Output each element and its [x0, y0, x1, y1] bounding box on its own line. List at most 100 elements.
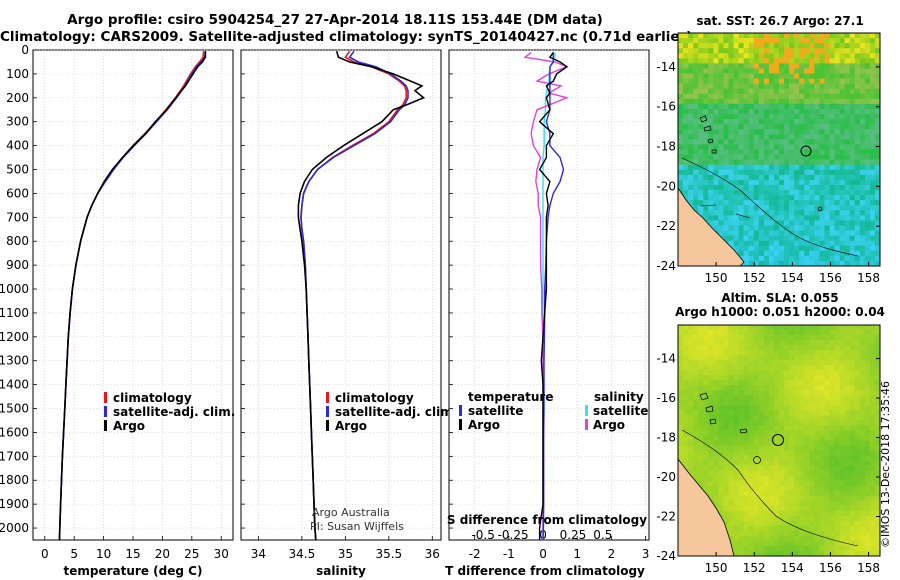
map-cell — [698, 48, 704, 54]
map-cell — [839, 179, 845, 186]
map-cell — [733, 124, 739, 130]
map-cell — [733, 390, 739, 396]
map-cell — [824, 38, 830, 44]
map-cell — [733, 159, 739, 165]
map-cell — [784, 73, 790, 79]
map-cell — [789, 520, 795, 527]
map-cell — [799, 225, 805, 231]
map-cell — [763, 395, 770, 401]
map-cell — [698, 210, 704, 216]
map-cell — [859, 480, 866, 486]
map-cell — [784, 164, 790, 171]
map-cell — [814, 465, 820, 471]
map-cell — [849, 365, 856, 371]
map-cell — [703, 425, 709, 431]
map-cell — [834, 430, 840, 436]
map-cell — [768, 63, 775, 69]
map-cell — [874, 33, 881, 39]
map-cell — [834, 390, 840, 396]
map-cell — [758, 420, 765, 426]
map-cell — [758, 215, 765, 221]
map-cell — [713, 139, 719, 145]
map-cell — [869, 159, 876, 165]
map-cell — [824, 184, 830, 191]
map-cell — [799, 159, 805, 165]
map-cell — [758, 139, 765, 145]
map-cell — [869, 415, 876, 421]
map-cell — [874, 43, 881, 49]
map-cell — [688, 83, 694, 90]
map-cell — [869, 250, 876, 257]
map-cell — [799, 340, 805, 346]
map-cell — [829, 465, 835, 471]
map-cell — [844, 475, 850, 481]
map-cell — [784, 83, 790, 90]
map-cell — [864, 485, 871, 492]
map-cell — [784, 225, 790, 231]
map-cell — [723, 48, 729, 54]
map-cell — [763, 255, 770, 262]
map-cell — [789, 525, 795, 532]
map-cell — [773, 520, 780, 527]
map-cell — [779, 345, 785, 351]
map-cell — [718, 505, 724, 512]
map-cell — [824, 88, 830, 95]
map-cell — [819, 205, 825, 211]
map-cell — [728, 370, 734, 376]
map-cell — [854, 415, 861, 421]
map-cell — [703, 139, 709, 145]
map-cell — [779, 465, 785, 471]
lat-tick-label: -22 — [656, 510, 676, 524]
map-cell — [824, 169, 830, 176]
legend-swatch-s-satellite — [585, 405, 588, 416]
map-cell — [743, 250, 749, 257]
map-cell — [809, 129, 815, 135]
map-cell — [824, 435, 830, 441]
map-cell — [733, 63, 739, 69]
map-cell — [819, 425, 825, 431]
map-cell — [758, 535, 765, 542]
map-cell — [733, 360, 739, 366]
map-cell — [794, 124, 800, 130]
map-cell — [688, 385, 694, 391]
map-cell — [829, 83, 835, 90]
map-cell — [733, 114, 739, 120]
map-cell — [854, 395, 861, 401]
map-cell — [834, 255, 840, 262]
map-cell — [824, 430, 830, 436]
legend-label-argo: Argo — [335, 419, 367, 433]
map-cell — [864, 415, 871, 421]
map-cell — [789, 195, 795, 201]
map-cell — [743, 230, 749, 236]
map-cell — [849, 340, 856, 346]
map-cell — [733, 164, 739, 171]
map-cell — [864, 73, 871, 79]
map-cell — [773, 124, 780, 130]
map-cell — [779, 164, 785, 171]
map-cell — [799, 195, 805, 201]
map-cell — [743, 345, 749, 351]
map-cell — [829, 450, 835, 456]
map-cell — [839, 124, 845, 130]
map-cell — [789, 540, 795, 547]
map-cell — [753, 195, 760, 201]
depth-tick-labels: 0100200300400500600700800900100011001200… — [0, 43, 29, 535]
map-cell — [839, 114, 845, 120]
map-cell — [824, 164, 830, 171]
map-cell — [763, 420, 770, 426]
map-cell — [794, 58, 800, 64]
map-cell — [849, 88, 856, 95]
map-cell — [678, 350, 684, 356]
map-cell — [834, 405, 840, 411]
map-cell — [864, 435, 871, 441]
map-cell — [859, 415, 866, 421]
map-cell — [864, 210, 871, 216]
map-cell — [758, 530, 765, 537]
map-cell — [758, 119, 765, 125]
map-cell — [869, 129, 876, 135]
map-cell — [733, 485, 739, 492]
map-cell — [748, 530, 755, 537]
map-cell — [814, 420, 820, 426]
map-cell — [779, 350, 785, 356]
map-cell — [809, 325, 815, 331]
